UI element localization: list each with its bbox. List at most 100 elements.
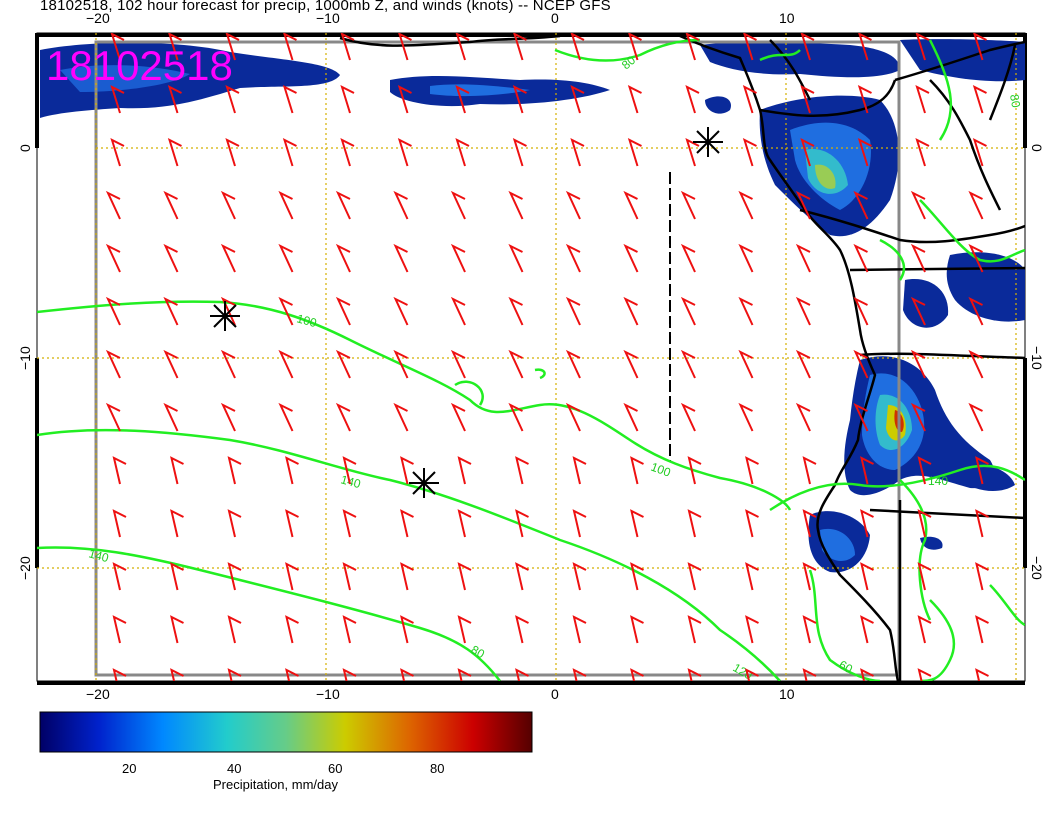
wind-barb: [112, 509, 127, 538]
wind-barb: [968, 402, 984, 432]
wind-barb: [450, 349, 466, 379]
wind-barb: [917, 562, 932, 591]
wind-barb: [565, 296, 581, 326]
wind-barb: [285, 615, 299, 644]
wind-barb: [968, 243, 984, 273]
wind-barb: [630, 456, 644, 485]
wind-barb: [795, 349, 811, 379]
wind-barb: [975, 456, 989, 485]
wind-barb: [393, 296, 409, 326]
wind-barb: [220, 349, 236, 379]
wind-barb: [853, 402, 869, 432]
wind-barb: [800, 138, 815, 167]
wind-barb: [915, 138, 930, 167]
wind-barb: [400, 456, 414, 485]
asterisk-marker: [693, 127, 723, 157]
contour-label: 140: [87, 546, 110, 565]
wind-barb: [170, 562, 184, 591]
wind-barb: [105, 349, 121, 379]
wind-barb: [975, 668, 989, 681]
wind-barb: [565, 190, 581, 220]
wind-barb: [972, 85, 987, 114]
wind-barb: [450, 190, 466, 220]
wind-barb: [623, 296, 639, 326]
wind-barb: [278, 402, 294, 432]
wind-barb: [572, 562, 587, 591]
contour-label: 100: [295, 311, 318, 330]
wind-barb: [393, 349, 409, 379]
wind-barb: [455, 33, 470, 61]
wind-barb: [227, 615, 242, 644]
wind-barb: [685, 85, 700, 114]
wind-barb: [340, 138, 355, 167]
wind-barb: [745, 562, 759, 591]
lon-tick-label: −20: [86, 10, 110, 26]
wind-barb: [738, 190, 754, 220]
wind-barb: [105, 243, 121, 273]
wind-barb: [227, 456, 242, 485]
wind-barb: [393, 243, 409, 273]
wind-barb: [687, 509, 702, 538]
contour-label: 100: [649, 460, 673, 480]
gridlines: [37, 33, 1025, 681]
wind-barb: [112, 668, 127, 681]
wind-barb: [105, 402, 121, 432]
wind-barb: [285, 668, 299, 681]
wind-barb: [400, 615, 414, 644]
wind-barb: [917, 456, 932, 485]
wind-barb: [457, 509, 472, 538]
wind-barb: [968, 349, 984, 379]
wind-barb: [278, 243, 294, 273]
wind-barb: [570, 85, 585, 114]
wind-barb: [335, 402, 351, 432]
wind-barb: [110, 33, 125, 61]
lon-tick-label: −20: [86, 686, 110, 702]
wind-barb: [342, 615, 357, 644]
left-lat-labels: 0 −10 −20: [17, 144, 33, 580]
wind-barb: [680, 243, 696, 273]
wind-barb: [968, 296, 984, 326]
wind-barb: [628, 33, 642, 61]
wind-barb: [630, 668, 644, 681]
wind-barb: [915, 33, 930, 61]
wind-barb: [170, 456, 184, 485]
wind-barb: [167, 138, 182, 167]
wind-barb: [910, 190, 926, 220]
wind-barb: [335, 190, 351, 220]
wind-barb: [285, 562, 299, 591]
wind-barb: [225, 85, 240, 114]
wind-barb: [282, 85, 297, 114]
wind-barb: [687, 562, 702, 591]
wind-barb: [623, 402, 639, 432]
wind-barb: [745, 509, 759, 538]
wind-barb: [738, 402, 754, 432]
precip-areas: [40, 39, 1025, 573]
wind-barb: [630, 615, 644, 644]
wind-barb: [397, 85, 412, 114]
wind-barb: [685, 33, 700, 61]
wind-barb: [857, 138, 872, 167]
wind-barb: [910, 243, 926, 273]
wind-barb: [627, 138, 642, 167]
lon-tick-label: 10: [779, 10, 795, 26]
wind-barb: [570, 33, 585, 61]
geopotential-contours: [37, 38, 1025, 681]
wind-barb: [227, 562, 242, 591]
contour-label: 60: [837, 657, 856, 676]
wind-barb: [278, 190, 294, 220]
wind-barb: [853, 243, 869, 273]
wind-barb: [170, 668, 184, 681]
wind-barb: [450, 402, 466, 432]
wind-barb: [858, 33, 872, 61]
wind-barb: [968, 190, 984, 220]
asterisk-marker: [409, 468, 439, 498]
wind-barb: [802, 668, 817, 681]
wind-barb: [910, 349, 926, 379]
wind-barb: [110, 138, 125, 167]
wind-barb: [860, 562, 874, 591]
wind-barb: [630, 509, 644, 538]
map-title: 18102518, 102 hour forecast for precip, …: [40, 0, 611, 14]
lat-tick-label: −20: [1029, 556, 1045, 580]
wind-barb: [745, 668, 759, 681]
wind-barb: [225, 138, 240, 167]
